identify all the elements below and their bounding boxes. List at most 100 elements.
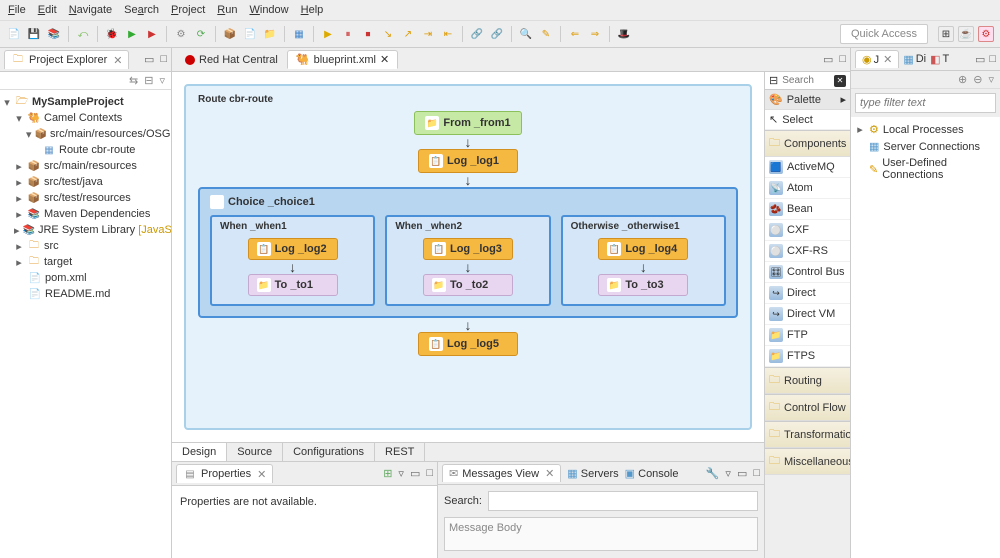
palette-item-cxf[interactable]: ⚪CXF (765, 220, 850, 241)
viewmenu-icon[interactable]: ▿ (988, 73, 994, 86)
controlflow-drawer[interactable]: 🗀Control Flow (765, 394, 850, 421)
debug-icon[interactable]: 🐞 (104, 26, 120, 42)
servers-tab[interactable]: ▦ Servers (567, 467, 618, 480)
palette-item-bean[interactable]: 🫘Bean (765, 199, 850, 220)
pause-icon[interactable]: ⏸ (340, 26, 356, 42)
palette-header[interactable]: 🎨Palette▸ (765, 90, 850, 110)
fwd-icon[interactable]: ⇒ (587, 26, 603, 42)
action1-icon[interactable]: ⊕ (958, 73, 967, 86)
viewmenu-icon[interactable]: ▿ (159, 74, 165, 87)
log1-node[interactable]: 📋Log _log1 (418, 149, 518, 173)
newpkg-icon[interactable]: 📦 (222, 26, 238, 42)
palette-item-direct[interactable]: ↪Direct (765, 283, 850, 304)
palette-item-activemq[interactable]: 🟦ActiveMQ (765, 157, 850, 178)
menu-window[interactable]: Window (249, 4, 288, 16)
persp-java-icon[interactable]: ☕ (958, 26, 974, 42)
clear-icon[interactable]: ✕ (834, 75, 846, 87)
palette-item-atom[interactable]: 📡Atom (765, 178, 850, 199)
maximize-icon[interactable]: □ (839, 53, 846, 66)
close-icon[interactable]: ✕ (113, 54, 122, 67)
action2-icon[interactable]: ⊖ (973, 73, 982, 86)
to1-node[interactable]: 📁To _to1 (248, 274, 338, 296)
menu-navigate[interactable]: Navigate (69, 4, 112, 16)
menu-help[interactable]: Help (301, 4, 324, 16)
log2-node[interactable]: 📋Log _log2 (248, 238, 338, 260)
diagram-tab[interactable]: ▦ Di (903, 53, 926, 66)
refresh-icon[interactable]: ⟳ (193, 26, 209, 42)
redhat-icon[interactable]: 🎩 (616, 26, 632, 42)
project-explorer-tab[interactable]: 🗀 Project Explorer ✕ (4, 50, 129, 69)
link1-icon[interactable]: 🔗 (469, 26, 485, 42)
palette-item-control-bus[interactable]: 🎛Control Bus (765, 262, 850, 283)
maximize-icon[interactable]: □ (160, 53, 167, 66)
src-folder[interactable]: src (44, 240, 59, 252)
collapse-icon[interactable]: ⇆ (129, 74, 138, 87)
console-tab[interactable]: ▣ Console (625, 467, 679, 480)
menu-search[interactable]: Search (124, 4, 159, 16)
project-tree[interactable]: ▾🗁MySampleProject ▾🐫Camel Contexts ▾📦src… (0, 90, 171, 558)
to3-node[interactable]: 📁To _to3 (598, 274, 688, 296)
palette-item-cxf-rs[interactable]: ⚪CXF-RS (765, 241, 850, 262)
palette-search[interactable]: ⊟ ✕ (765, 72, 850, 90)
menu-project[interactable]: Project (171, 4, 205, 16)
step3-icon[interactable]: ⇥ (420, 26, 436, 42)
menu-run[interactable]: Run (217, 4, 237, 16)
newclass-icon[interactable]: 📄 (242, 26, 258, 42)
tab-redhat-central[interactable]: Red Hat Central (176, 51, 287, 69)
runext-icon[interactable]: ▶ (144, 26, 160, 42)
step2-icon[interactable]: ↗ (400, 26, 416, 42)
tab-source[interactable]: Source (227, 443, 283, 461)
link2-icon[interactable]: 🔗 (489, 26, 505, 42)
close-icon[interactable]: ✕ (883, 53, 892, 66)
message-body-area[interactable]: Message Body (444, 517, 758, 551)
when1-container[interactable]: When _when1 📋Log _log2 ↓ 📁To _to1 (210, 215, 375, 306)
tab-rest[interactable]: REST (375, 443, 425, 461)
maximize-icon[interactable]: □ (426, 467, 433, 480)
log4-node[interactable]: 📋Log _log4 (598, 238, 688, 260)
viewmenu-icon[interactable]: ▿ (725, 467, 731, 480)
to2-node[interactable]: 📁To _to2 (423, 274, 513, 296)
src-main-res[interactable]: src/main/resources (44, 160, 137, 172)
wrench-icon[interactable]: 🔧 (706, 467, 720, 480)
saveall-icon[interactable]: 📚 (46, 26, 62, 42)
palette-item-ftps[interactable]: 📁FTPS (765, 346, 850, 367)
close-icon[interactable]: ✕ (380, 53, 389, 66)
mark-icon[interactable]: ✎ (538, 26, 554, 42)
log5-node[interactable]: 📋Log _log5 (418, 332, 518, 356)
server-connections[interactable]: Server Connections (883, 141, 980, 153)
back-icon[interactable]: ⇐ (567, 26, 583, 42)
newfolder-icon[interactable]: 📁 (262, 26, 278, 42)
minimize-icon[interactable]: ▭ (975, 53, 985, 66)
log3-node[interactable]: 📋Log _log3 (423, 238, 513, 260)
t-tab[interactable]: ◧ T (930, 53, 949, 66)
properties-tab[interactable]: ▤ Properties ✕ (176, 464, 273, 483)
pom-file[interactable]: pom.xml (45, 272, 87, 284)
build-icon[interactable]: ⚙ (173, 26, 189, 42)
maximize-icon[interactable]: □ (753, 467, 760, 480)
messages-tab[interactable]: ✉ Messages View ✕ (442, 464, 561, 482)
persp-fuse-icon[interactable]: ⚙ (978, 26, 994, 42)
menu-file[interactable]: File (8, 4, 26, 16)
misc-drawer[interactable]: 🗀Miscellaneous (765, 448, 850, 475)
jre-lib[interactable]: JRE System Library (38, 224, 135, 236)
tab-blueprint[interactable]: 🐫 blueprint.xml ✕ (287, 50, 398, 69)
minimize-icon[interactable]: ▭ (410, 467, 420, 480)
props-icon1[interactable]: ⊞ (383, 467, 392, 480)
step1-icon[interactable]: ↘ (380, 26, 396, 42)
route-canvas[interactable]: Route cbr-route 📁From _from1 ↓ 📋Log _log… (172, 72, 764, 442)
stop-icon[interactable]: ⏹ (360, 26, 376, 42)
target-folder[interactable]: target (44, 256, 72, 268)
palette-search-input[interactable] (782, 75, 822, 86)
play-icon[interactable]: ▶ (320, 26, 336, 42)
tab-design[interactable]: Design (172, 443, 227, 461)
close-icon[interactable]: ✕ (257, 468, 266, 481)
transformation-drawer[interactable]: 🗀Transformation (765, 421, 850, 448)
server-icon[interactable]: ▦ (291, 26, 307, 42)
messages-search-input[interactable] (488, 491, 758, 511)
user-connections[interactable]: User-Defined Connections (882, 157, 996, 181)
from-node[interactable]: 📁From _from1 (414, 111, 521, 135)
components-drawer[interactable]: 🗀Components (765, 130, 850, 157)
osgi-folder[interactable]: src/main/resources/OSGI-IN (50, 128, 171, 140)
src-test-java[interactable]: src/test/java (44, 176, 103, 188)
when2-container[interactable]: When _when2 📋Log _log3 ↓ 📁To _to2 (385, 215, 550, 306)
